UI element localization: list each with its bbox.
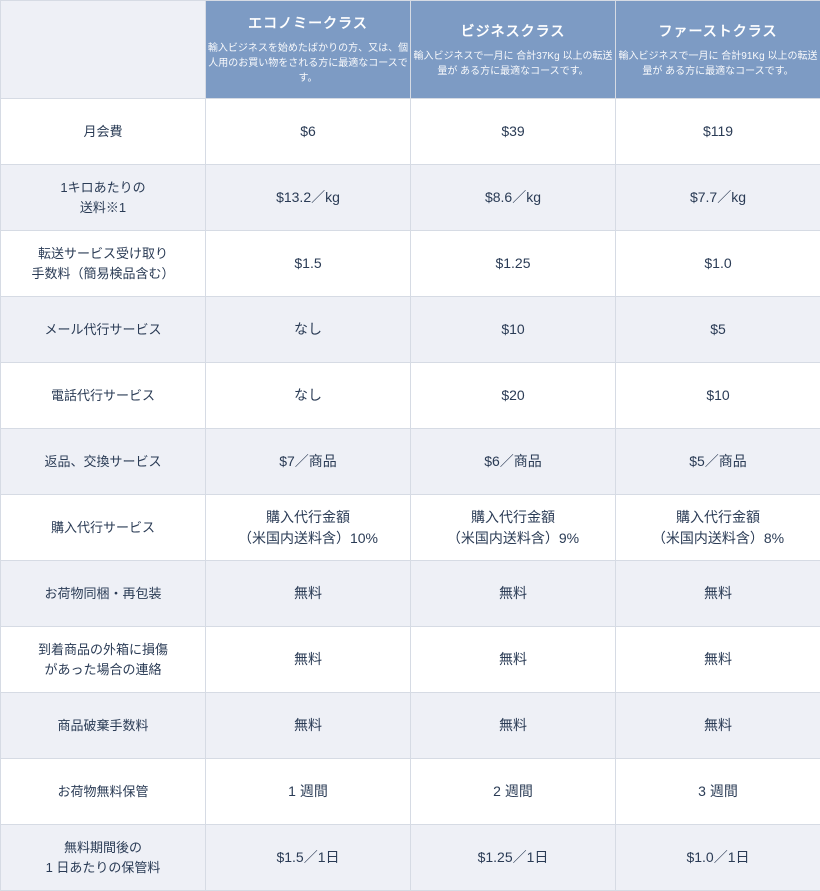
cell: 無料 [616, 693, 820, 759]
cell: 無料 [206, 693, 411, 759]
table-row: 1キロあたりの送料※1$13.2／kg$8.6／kg$7.7／kg [1, 165, 820, 231]
corner-cell [1, 1, 206, 99]
row-label: お荷物同梱・再包装 [1, 561, 206, 627]
cell: 無料 [206, 627, 411, 693]
row-label: 商品破棄手数料 [1, 693, 206, 759]
cell: 無料 [411, 627, 616, 693]
row-label: 到着商品の外箱に損傷があった場合の連絡 [1, 627, 206, 693]
cell: $119 [616, 99, 820, 165]
table-row: 電話代行サービスなし$20$10 [1, 363, 820, 429]
cell: なし [206, 363, 411, 429]
row-label: メール代行サービス [1, 297, 206, 363]
cell: $10 [411, 297, 616, 363]
row-label: 転送サービス受け取り手数料（簡易検品含む） [1, 231, 206, 297]
cell: $7.7／kg [616, 165, 820, 231]
table-row: お荷物同梱・再包装無料無料無料 [1, 561, 820, 627]
table-row: 商品破棄手数料無料無料無料 [1, 693, 820, 759]
table-row: メール代行サービスなし$10$5 [1, 297, 820, 363]
cell: 3 週間 [616, 759, 820, 825]
cell: 無料 [206, 561, 411, 627]
table-row: 転送サービス受け取り手数料（簡易検品含む）$1.5$1.25$1.0 [1, 231, 820, 297]
cell: $1.5 [206, 231, 411, 297]
row-label: 購入代行サービス [1, 495, 206, 561]
row-label: 電話代行サービス [1, 363, 206, 429]
plan-header-first: ファーストクラス 輸入ビジネスで一月に 合計91Kg 以上の転送量が ある方に最… [616, 1, 820, 99]
cell: 購入代行金額（米国内送料含）9% [411, 495, 616, 561]
table-row: 購入代行サービス購入代行金額（米国内送料含）10%購入代行金額（米国内送料含）9… [1, 495, 820, 561]
cell: 購入代行金額（米国内送料含）10% [206, 495, 411, 561]
table-row: 到着商品の外箱に損傷があった場合の連絡無料無料無料 [1, 627, 820, 693]
cell: 無料 [411, 561, 616, 627]
row-label: 無料期間後の1 日あたりの保管料 [1, 825, 206, 891]
cell: 購入代行金額（米国内送料含）8% [616, 495, 820, 561]
cell: $1.25 [411, 231, 616, 297]
plan-header-economy: エコノミークラス 輸入ビジネスを始めたばかりの方、又は、個人用のお買い物をされる… [206, 1, 411, 99]
plan-header-business: ビジネスクラス 輸入ビジネスで一月に 合計37Kg 以上の転送量が ある方に最適… [411, 1, 616, 99]
header-row: エコノミークラス 輸入ビジネスを始めたばかりの方、又は、個人用のお買い物をされる… [1, 1, 820, 99]
cell: 無料 [616, 561, 820, 627]
cell: $1.5／1日 [206, 825, 411, 891]
table-row: 返品、交換サービス$7／商品$6／商品$5／商品 [1, 429, 820, 495]
cell: $5 [616, 297, 820, 363]
row-label: 月会費 [1, 99, 206, 165]
cell: $20 [411, 363, 616, 429]
plan-title: エコノミークラス [206, 13, 410, 33]
table-row: 無料期間後の1 日あたりの保管料$1.5／1日$1.25／1日$1.0／1日 [1, 825, 820, 891]
cell: 2 週間 [411, 759, 616, 825]
cell: $5／商品 [616, 429, 820, 495]
plan-desc: 輸入ビジネスで一月に 合計37Kg 以上の転送量が ある方に最適なコースです。 [411, 49, 615, 79]
plan-desc: 輸入ビジネスを始めたばかりの方、又は、個人用のお買い物をされる方に最適なコースで… [206, 41, 410, 86]
cell: $1.25／1日 [411, 825, 616, 891]
table-body: 月会費$6$39$1191キロあたりの送料※1$13.2／kg$8.6／kg$7… [1, 99, 820, 891]
pricing-table: エコノミークラス 輸入ビジネスを始めたばかりの方、又は、個人用のお買い物をされる… [0, 0, 820, 891]
cell: $39 [411, 99, 616, 165]
row-label: 返品、交換サービス [1, 429, 206, 495]
cell: 無料 [616, 627, 820, 693]
table-row: お荷物無料保管1 週間2 週間3 週間 [1, 759, 820, 825]
cell: $13.2／kg [206, 165, 411, 231]
table-row: 月会費$6$39$119 [1, 99, 820, 165]
cell: $7／商品 [206, 429, 411, 495]
cell: $6 [206, 99, 411, 165]
row-label: お荷物無料保管 [1, 759, 206, 825]
plan-title: ファーストクラス [616, 21, 820, 41]
plan-desc: 輸入ビジネスで一月に 合計91Kg 以上の転送量が ある方に最適なコースです。 [616, 49, 820, 79]
row-label: 1キロあたりの送料※1 [1, 165, 206, 231]
cell: なし [206, 297, 411, 363]
plan-title: ビジネスクラス [411, 21, 615, 41]
cell: $8.6／kg [411, 165, 616, 231]
cell: $1.0／1日 [616, 825, 820, 891]
cell: 無料 [411, 693, 616, 759]
cell: $10 [616, 363, 820, 429]
cell: 1 週間 [206, 759, 411, 825]
cell: $6／商品 [411, 429, 616, 495]
cell: $1.0 [616, 231, 820, 297]
